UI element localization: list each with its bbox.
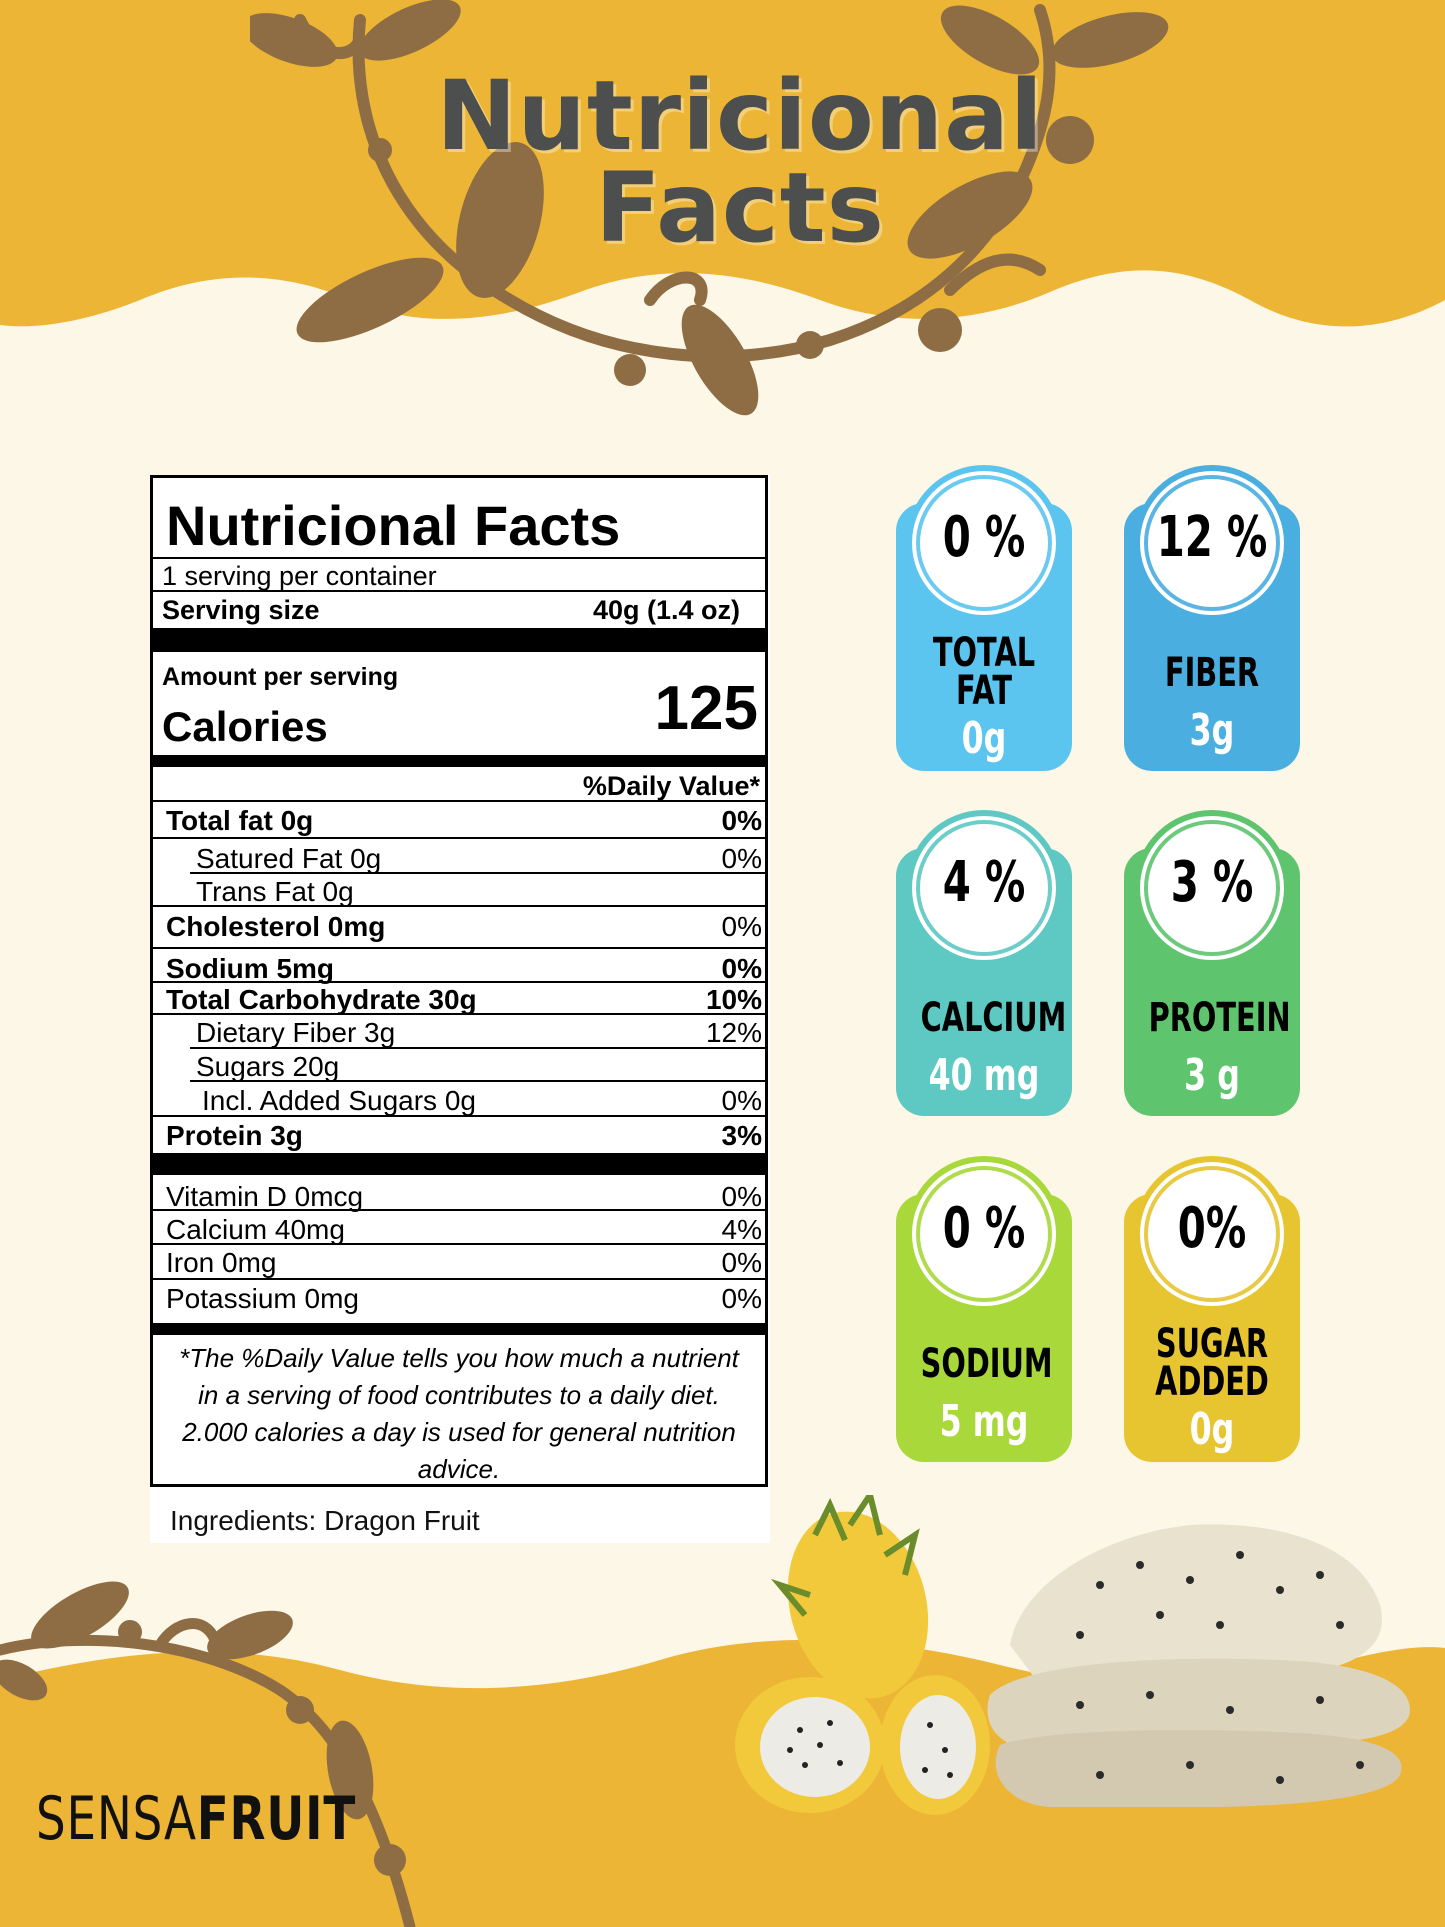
divider: [153, 1243, 767, 1245]
divider: [153, 590, 767, 592]
serving-size-value: 40g (1.4 oz): [592, 595, 740, 625]
row-protein: Protein 3g 3%: [166, 1120, 762, 1151]
divider: [153, 1013, 767, 1015]
row-saturated-fat: Satured Fat 0g 0%: [196, 843, 762, 874]
serving-size-row: Serving size 40g (1.4 oz): [162, 595, 762, 626]
divider: [153, 800, 767, 802]
divider: [153, 837, 767, 839]
badge-name: CALCIUM: [920, 995, 1067, 1041]
badge-name: FIBER: [1164, 650, 1260, 696]
badge-total-fat: 0 % TOTAL FAT 0g: [896, 465, 1072, 775]
bottom-vine-decoration: [0, 1581, 416, 1927]
servings-per-container: 1 serving per container: [162, 561, 437, 591]
badge-amount: 0g: [1189, 1404, 1235, 1455]
dragon-fruit-chips-illustration: [735, 1495, 1410, 1815]
badge-percent: 0 %: [942, 505, 1026, 570]
row-potassium: Potassium 0mg 0%: [166, 1283, 762, 1314]
brand-bold: FRUIT: [196, 1784, 357, 1854]
divider: [153, 947, 767, 949]
divider: [153, 905, 767, 907]
brand-logo: SENSAFRUIT: [36, 1784, 356, 1854]
badge-amount: 40 mg: [928, 1050, 1040, 1101]
divider: [153, 1115, 767, 1117]
badge-percent: 0%: [1177, 1196, 1247, 1261]
label-heading: Nutricional Facts: [166, 494, 621, 557]
badge-fiber: 12 % FIBER 3g: [1124, 465, 1300, 775]
calories-label: Calories: [162, 703, 328, 750]
row-calcium: Calcium 40mg 4%: [166, 1214, 762, 1245]
calories-value: 125: [654, 674, 758, 743]
badge-circle: [906, 810, 1062, 966]
badge-percent: 4 %: [942, 850, 1026, 915]
row-added-sugars: Incl. Added Sugars 0g 0%: [202, 1085, 762, 1116]
badge-name: SUGAR: [1155, 1321, 1269, 1367]
row-sugars: Sugars 20g: [196, 1051, 340, 1082]
row-vitamin-d: Vitamin D 0mcg 0%: [166, 1181, 762, 1212]
badge-sodium: 0 % SODIUM 5 mg: [896, 1156, 1072, 1466]
badge-amount: 3g: [1189, 705, 1235, 756]
divider: [153, 1278, 767, 1280]
row-dietary-fiber: Dietary Fiber 3g 12%: [196, 1017, 762, 1048]
badge-name: SODIUM: [920, 1341, 1053, 1387]
badge-percent: 0 %: [942, 1196, 1026, 1261]
divider: [153, 1209, 767, 1211]
row-iron: Iron 0mg 0%: [166, 1247, 762, 1278]
amount-per-serving: Amount per serving: [162, 663, 399, 691]
title-line-2: Facts: [595, 152, 885, 264]
divider: [153, 981, 767, 983]
badge-amount: 5 mg: [939, 1396, 1029, 1447]
title-line-1: Nutricional: [436, 60, 1044, 172]
badge-circle: [906, 1156, 1062, 1312]
divider: [190, 872, 767, 874]
badge-calcium: 4 % CALCIUM 40 mg: [896, 810, 1072, 1120]
vine-wreath-decoration: [250, 0, 1169, 416]
badge-amount: 3 g: [1184, 1050, 1240, 1101]
badge-name: ADDED: [1155, 1359, 1269, 1405]
badge-amount: 0g: [961, 713, 1007, 764]
divider: [190, 1047, 767, 1049]
badge-circle: [1134, 810, 1290, 966]
badge-name: PROTEIN: [1148, 995, 1291, 1041]
row-sodium: Sodium 5mg 0%: [166, 953, 762, 984]
serving-size-label: Serving size: [162, 595, 320, 625]
divider: [190, 1080, 767, 1082]
badge-name: TOTAL: [932, 630, 1036, 676]
badge-sugar-added: 0% SUGAR ADDED 0g: [1124, 1156, 1300, 1466]
badge-percent: 3 %: [1170, 850, 1254, 915]
badge-percent: 12 %: [1156, 505, 1268, 570]
daily-value-header: %Daily Value*: [582, 771, 760, 801]
row-cholesterol: Cholesterol 0mg 0%: [166, 911, 762, 942]
row-total-fat: Total fat 0g 0%: [166, 805, 762, 836]
brand-light: SENSA: [36, 1784, 197, 1854]
badge-circle: [1134, 1156, 1290, 1312]
daily-value-footnote: *The %Daily Value tells you how much a n…: [179, 1343, 739, 1484]
badge-circle: [906, 465, 1062, 621]
badge-circle: [1134, 465, 1290, 621]
divider: [153, 557, 767, 559]
thick-divider: [153, 1153, 767, 1175]
thick-divider: [153, 628, 767, 652]
page-title: Nutricional Facts: [430, 60, 1050, 264]
badge-name: FAT: [955, 668, 1013, 714]
calories-row: Calories: [162, 703, 762, 751]
thick-divider: [153, 755, 767, 767]
nutrition-label: Nutricional Facts 1 serving per containe…: [150, 475, 770, 1543]
row-trans-fat: Trans Fat 0g: [196, 876, 354, 907]
thick-divider: [153, 1323, 767, 1335]
badge-protein: 3 % PROTEIN 3 g: [1124, 810, 1300, 1120]
ingredients-text: Ingredients: Dragon Fruit: [170, 1505, 480, 1536]
row-total-carbohydrate: Total Carbohydrate 30g 10%: [166, 984, 762, 1015]
